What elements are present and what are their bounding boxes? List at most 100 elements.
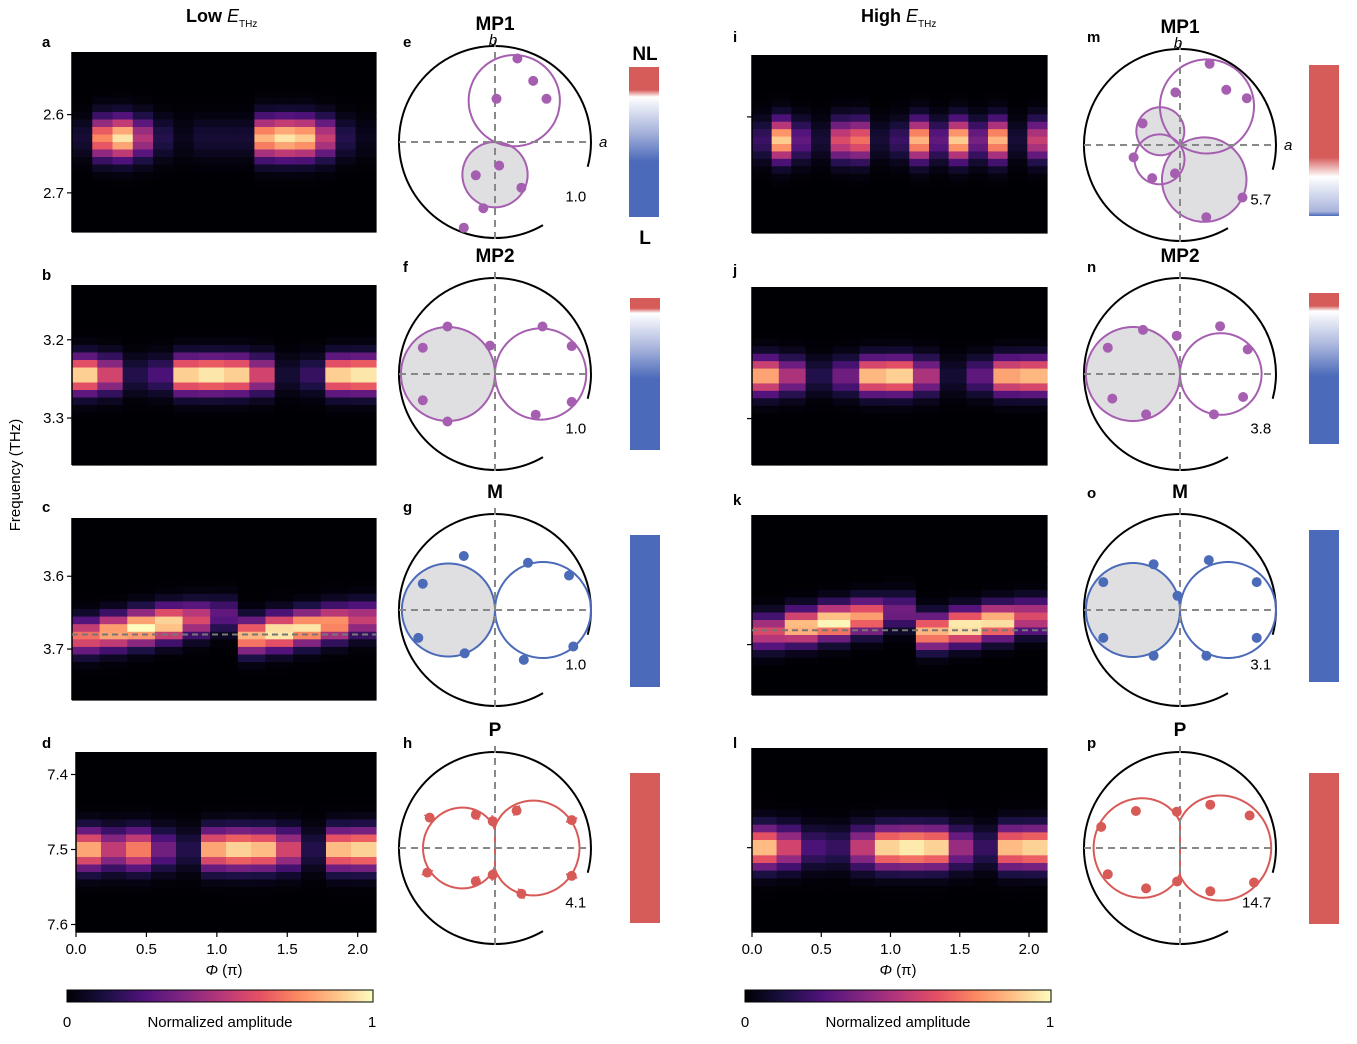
heatmap-cell xyxy=(210,586,239,595)
heatmap-cell xyxy=(293,533,322,542)
heatmap-cell xyxy=(850,99,871,108)
heatmap-cell xyxy=(97,345,124,354)
heatmap-cell xyxy=(355,67,377,76)
heatmap-cell xyxy=(752,301,780,310)
heatmap-cell xyxy=(924,755,950,764)
heatmap-cell xyxy=(752,218,773,227)
heatmap-cell xyxy=(224,345,250,354)
heatmap-cell xyxy=(948,530,983,539)
polar-data-point xyxy=(1148,559,1159,570)
heatmap-cell xyxy=(265,593,294,603)
heatmap-cell xyxy=(859,346,887,355)
heatmap-cell xyxy=(752,748,778,757)
heatmap-cell xyxy=(1007,99,1028,108)
heatmap-cell xyxy=(274,457,301,466)
heatmap-cell xyxy=(948,181,969,190)
heatmap-cell xyxy=(224,315,250,324)
heatmap-cell xyxy=(1022,893,1048,902)
heatmap-cell xyxy=(251,759,277,768)
heatmap-panel-d: d7.47.57.60.0 0.5 1.0 1.5 2.0 xyxy=(42,735,377,958)
heatmap-cell xyxy=(778,294,807,303)
heatmap-cell xyxy=(801,755,827,764)
polar-data-point xyxy=(485,340,495,351)
heatmap-cell xyxy=(234,142,255,151)
heatmap-cell xyxy=(335,142,357,151)
heatmap-cell xyxy=(193,217,215,226)
heatmap-cell xyxy=(224,412,250,421)
heatmap-cell xyxy=(817,687,851,696)
heatmap-cell xyxy=(276,812,302,821)
heatmap-cell xyxy=(274,157,296,166)
heatmap-cell xyxy=(193,149,215,158)
heatmap-cell xyxy=(912,420,941,429)
heatmap-cell xyxy=(801,863,827,872)
heatmap-cell xyxy=(929,158,950,167)
heatmap-cell xyxy=(776,763,802,772)
heatmap-cell xyxy=(874,801,901,810)
heatmap-cell xyxy=(122,450,149,459)
heatmap-cell xyxy=(201,812,227,821)
mode-bar-p xyxy=(1309,773,1339,924)
x-tick-label: 0.5 xyxy=(136,941,157,958)
heatmap-cell xyxy=(201,804,227,813)
heatmap-cell xyxy=(886,457,914,466)
heatmap-cell xyxy=(993,435,1021,444)
heatmap-cell xyxy=(101,819,127,828)
heatmap-cell xyxy=(126,887,152,896)
heatmap-cell xyxy=(850,210,871,219)
heatmap-cell xyxy=(153,119,174,128)
heatmap-cell xyxy=(850,590,884,599)
heatmap-cell xyxy=(752,901,778,910)
colorbar-high-gradient xyxy=(744,989,1052,1003)
heatmap-cell xyxy=(899,786,925,795)
heatmap-cell xyxy=(326,797,352,806)
heatmap-cell xyxy=(153,134,174,143)
heatmap-cell xyxy=(859,413,887,422)
heatmap-cell xyxy=(173,82,195,91)
heatmap-cell xyxy=(122,427,149,436)
mode-bar-n xyxy=(1309,293,1339,444)
heatmap-cell xyxy=(355,112,377,121)
heatmap-cell xyxy=(981,612,1015,621)
heatmap-cell xyxy=(351,917,377,926)
heatmap-cell xyxy=(1022,916,1048,925)
heatmap-cell xyxy=(293,571,322,580)
heatmap-cell xyxy=(99,631,128,640)
heatmap-cell xyxy=(226,924,252,933)
heatmap-cell xyxy=(929,188,950,197)
heatmap-cell xyxy=(1020,294,1048,303)
heatmap-cell xyxy=(300,367,326,376)
heatmap-cell xyxy=(874,878,901,887)
nl-label: NL xyxy=(632,44,658,65)
heatmap-cell xyxy=(348,624,377,633)
heatmap-cell xyxy=(254,104,276,113)
heatmap-cell xyxy=(72,285,98,294)
heatmap-cell xyxy=(276,827,302,836)
polar-data-point xyxy=(458,551,469,561)
heatmap-cell xyxy=(948,590,983,599)
heatmap-cell xyxy=(154,518,184,527)
heatmap-cell xyxy=(752,309,780,318)
heatmap-cell xyxy=(153,52,174,61)
heatmap-cell xyxy=(966,376,994,385)
polar-data-point xyxy=(1141,883,1152,894)
heatmap-cell xyxy=(72,684,101,694)
heatmap-cell xyxy=(948,55,969,64)
heatmap-panel-l: l0.0 0.5 1.0 1.5 2.0 xyxy=(733,735,1048,958)
heatmap-cell xyxy=(72,593,101,603)
heatmap-cell xyxy=(320,669,349,678)
heatmap-cell xyxy=(153,82,174,91)
heatmap-cell xyxy=(805,287,834,296)
heatmap-cell xyxy=(886,405,914,414)
heatmap-cell xyxy=(132,119,154,128)
heatmap-cell xyxy=(752,346,780,355)
polar-data-point xyxy=(470,170,481,181)
heatmap-cell xyxy=(351,782,377,791)
heatmap-cell xyxy=(811,62,832,71)
y-tick-label: 3.6 xyxy=(43,568,64,585)
heatmap-cell xyxy=(948,69,969,78)
heatmap-cell xyxy=(198,405,225,414)
heatmap-cell xyxy=(201,909,227,918)
heatmap-cell xyxy=(1020,405,1048,414)
heatmap-cell xyxy=(254,164,276,173)
